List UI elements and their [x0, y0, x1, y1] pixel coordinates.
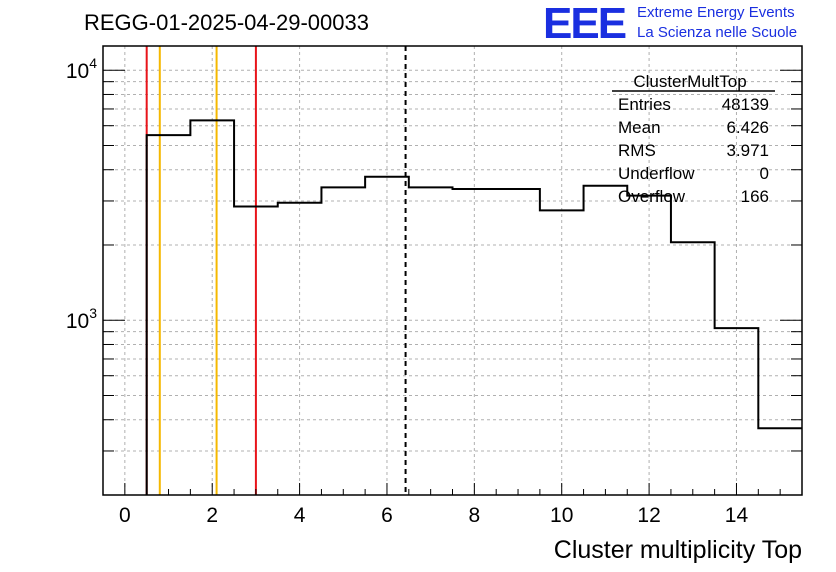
- stats-value: 3.971: [726, 141, 769, 160]
- plot-title: REGG-01-2025-04-29-00033: [84, 10, 369, 35]
- x-tick-label: 8: [469, 504, 481, 527]
- x-tick-label: 2: [206, 504, 218, 527]
- histogram-bin: [147, 135, 191, 495]
- vertical-lines-layer: [145, 46, 407, 495]
- stats-label: Entries: [618, 95, 671, 114]
- x-tick-label: 14: [725, 504, 749, 527]
- stats-label: RMS: [618, 141, 656, 160]
- histogram-bin: [671, 242, 715, 495]
- x-tick-label: 10: [550, 504, 573, 527]
- axis-layer: 0 2 4 6 8 10 12 14 103 104: [66, 55, 803, 527]
- x-tick-label: 12: [637, 504, 660, 527]
- histogram-outline: [145, 119, 802, 495]
- stats-value: 166: [741, 187, 769, 206]
- y-tick-label: 104: [66, 55, 97, 83]
- stats-label: Mean: [618, 118, 661, 137]
- histogram-bin: [321, 187, 365, 495]
- stats-name: ClusterMultTop: [633, 72, 746, 91]
- x-axis-label: Cluster multiplicity Top: [554, 536, 802, 564]
- logo-line-1: Extreme Energy Events: [637, 4, 795, 21]
- histogram-bin: [584, 186, 628, 495]
- histogram-bin: [496, 189, 540, 495]
- stats-label: Overflow: [618, 187, 686, 206]
- stats-box: ClusterMultTop Entries 48139 Mean 6.426 RMS 3…: [612, 72, 775, 206]
- x-tick-label: 4: [294, 504, 306, 527]
- histogram-layer: [145, 119, 802, 495]
- plot-frame: [102, 45, 803, 496]
- logo-line-2: La Scienza nelle Scuole: [637, 24, 798, 41]
- x-tick-label: 6: [381, 504, 393, 527]
- x-tick-label: 0: [119, 504, 131, 527]
- y-tick-label: 103: [66, 305, 97, 333]
- histogram-bin: [758, 428, 802, 495]
- stats-label: Underflow: [618, 164, 695, 183]
- histogram-bin: [409, 187, 453, 495]
- stats-value: 6.426: [726, 118, 769, 137]
- stats-value: 0: [760, 164, 769, 183]
- stats-value: 48139: [722, 95, 769, 114]
- eee-logo: EEE: [543, 0, 627, 48]
- grid-layer: [103, 46, 802, 496]
